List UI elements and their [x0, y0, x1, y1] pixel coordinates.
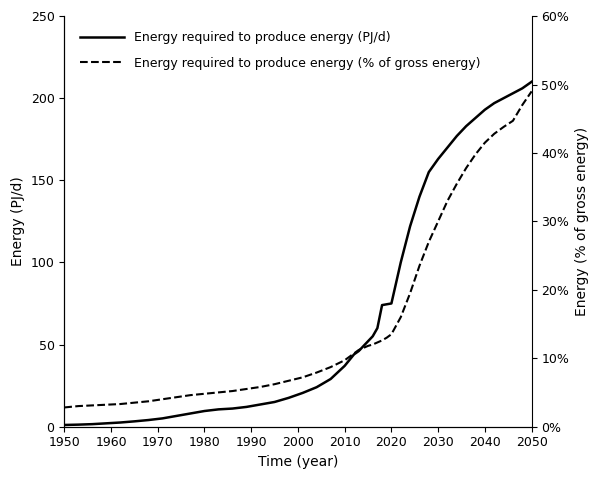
Energy required to produce energy (PJ/d) [243, 404, 250, 410]
Energy required to produce energy (% of gross energy) [285, 378, 292, 384]
Energy required to produce energy (PJ/d) [327, 376, 334, 382]
Energy required to produce energy (PJ/d) [299, 390, 306, 396]
Y-axis label: Energy (PJ/d): Energy (PJ/d) [11, 177, 25, 266]
Energy required to produce energy (PJ/d) [518, 85, 526, 91]
Energy required to produce energy (PJ/d) [313, 384, 320, 390]
Energy required to produce energy (% of gross energy) [491, 131, 498, 137]
Energy required to produce energy (PJ/d) [215, 407, 222, 412]
Energy required to produce energy (PJ/d) [364, 338, 371, 344]
Energy required to produce energy (PJ/d) [509, 90, 517, 96]
Energy required to produce energy (PJ/d) [369, 334, 376, 339]
Energy required to produce energy (% of gross energy) [528, 88, 535, 94]
Energy required to produce energy (PJ/d) [74, 422, 82, 428]
Energy required to produce energy (% of gross energy) [350, 350, 358, 356]
Energy required to produce energy (PJ/d) [491, 100, 498, 106]
Energy required to produce energy (PJ/d) [201, 408, 208, 414]
Energy required to produce energy (% of gross energy) [472, 151, 479, 157]
Energy required to produce energy (% of gross energy) [103, 402, 110, 408]
Energy required to produce energy (% of gross energy) [341, 358, 348, 363]
Energy required to produce energy (% of gross energy) [453, 181, 460, 187]
Energy required to produce energy (PJ/d) [131, 419, 138, 424]
Energy required to produce energy (PJ/d) [397, 260, 404, 265]
Energy required to produce energy (% of gross energy) [383, 335, 391, 340]
Energy required to produce energy (% of gross energy) [215, 390, 222, 396]
Energy required to produce energy (% of gross energy) [327, 364, 334, 370]
Energy required to produce energy (PJ/d) [425, 169, 433, 175]
Energy required to produce energy (% of gross energy) [416, 263, 423, 269]
Energy required to produce energy (% of gross energy) [407, 290, 414, 296]
Energy required to produce energy (PJ/d) [528, 79, 535, 84]
Legend: Energy required to produce energy (PJ/d), Energy required to produce energy (% o: Energy required to produce energy (PJ/d)… [75, 26, 485, 75]
Energy required to produce energy (% of gross energy) [313, 370, 320, 375]
Line: Energy required to produce energy (% of gross energy): Energy required to produce energy (% of … [64, 91, 532, 408]
Line: Energy required to produce energy (PJ/d): Energy required to produce energy (PJ/d) [64, 82, 532, 425]
Energy required to produce energy (PJ/d) [416, 194, 423, 200]
Energy required to produce energy (PJ/d) [350, 351, 358, 357]
Energy required to produce energy (% of gross energy) [397, 314, 404, 320]
Energy required to produce energy (% of gross energy) [243, 386, 250, 392]
Energy required to produce energy (PJ/d) [117, 420, 124, 425]
Energy required to produce energy (% of gross energy) [500, 124, 507, 130]
Energy required to produce energy (% of gross energy) [379, 337, 386, 343]
Energy required to produce energy (PJ/d) [271, 399, 278, 405]
Energy required to produce energy (% of gross energy) [481, 140, 488, 145]
Energy required to produce energy (PJ/d) [103, 420, 110, 426]
Energy required to produce energy (% of gross energy) [463, 165, 470, 171]
Energy required to produce energy (PJ/d) [444, 144, 451, 150]
Energy required to produce energy (% of gross energy) [89, 403, 96, 408]
Energy required to produce energy (% of gross energy) [187, 392, 194, 398]
Energy required to produce energy (PJ/d) [173, 413, 180, 419]
Energy required to produce energy (PJ/d) [257, 402, 264, 408]
Energy required to produce energy (PJ/d) [388, 300, 395, 306]
Energy required to produce energy (% of gross energy) [173, 394, 180, 400]
Energy required to produce energy (% of gross energy) [61, 405, 68, 410]
Energy required to produce energy (PJ/d) [500, 96, 507, 101]
Energy required to produce energy (PJ/d) [463, 123, 470, 129]
Energy required to produce energy (% of gross energy) [74, 403, 82, 409]
Energy required to produce energy (% of gross energy) [229, 388, 236, 394]
Energy required to produce energy (% of gross energy) [257, 384, 264, 390]
Energy required to produce energy (% of gross energy) [299, 374, 306, 380]
Energy required to produce energy (% of gross energy) [388, 331, 395, 337]
Energy required to produce energy (% of gross energy) [518, 102, 526, 108]
Energy required to produce energy (PJ/d) [383, 301, 391, 307]
Energy required to produce energy (% of gross energy) [369, 342, 376, 348]
Energy required to produce energy (PJ/d) [374, 325, 381, 331]
Energy required to produce energy (PJ/d) [159, 416, 166, 421]
Energy required to produce energy (% of gross energy) [509, 118, 517, 124]
Energy required to produce energy (PJ/d) [481, 107, 488, 113]
Energy required to produce energy (% of gross energy) [425, 239, 433, 245]
Energy required to produce energy (PJ/d) [472, 115, 479, 121]
Energy required to produce energy (% of gross energy) [355, 347, 362, 353]
Energy required to produce energy (PJ/d) [355, 348, 362, 354]
Energy required to produce energy (PJ/d) [187, 410, 194, 416]
Energy required to produce energy (% of gross energy) [131, 400, 138, 406]
X-axis label: Time (year): Time (year) [258, 455, 338, 469]
Energy required to produce energy (PJ/d) [407, 223, 414, 229]
Energy required to produce energy (% of gross energy) [271, 381, 278, 387]
Energy required to produce energy (PJ/d) [285, 395, 292, 401]
Energy required to produce energy (% of gross energy) [374, 339, 381, 345]
Energy required to produce energy (% of gross energy) [364, 343, 371, 349]
Energy required to produce energy (% of gross energy) [117, 401, 124, 407]
Energy required to produce energy (PJ/d) [341, 363, 348, 369]
Energy required to produce energy (PJ/d) [229, 406, 236, 411]
Energy required to produce energy (% of gross energy) [201, 391, 208, 396]
Energy required to produce energy (PJ/d) [453, 133, 460, 139]
Energy required to produce energy (PJ/d) [145, 417, 152, 423]
Energy required to produce energy (PJ/d) [379, 302, 386, 308]
Y-axis label: Energy (% of gross energy): Energy (% of gross energy) [575, 127, 589, 316]
Energy required to produce energy (% of gross energy) [434, 218, 442, 224]
Energy required to produce energy (PJ/d) [61, 422, 68, 428]
Energy required to produce energy (% of gross energy) [444, 198, 451, 204]
Energy required to produce energy (PJ/d) [434, 156, 442, 162]
Energy required to produce energy (PJ/d) [89, 421, 96, 427]
Energy required to produce energy (% of gross energy) [159, 396, 166, 402]
Energy required to produce energy (% of gross energy) [145, 398, 152, 404]
